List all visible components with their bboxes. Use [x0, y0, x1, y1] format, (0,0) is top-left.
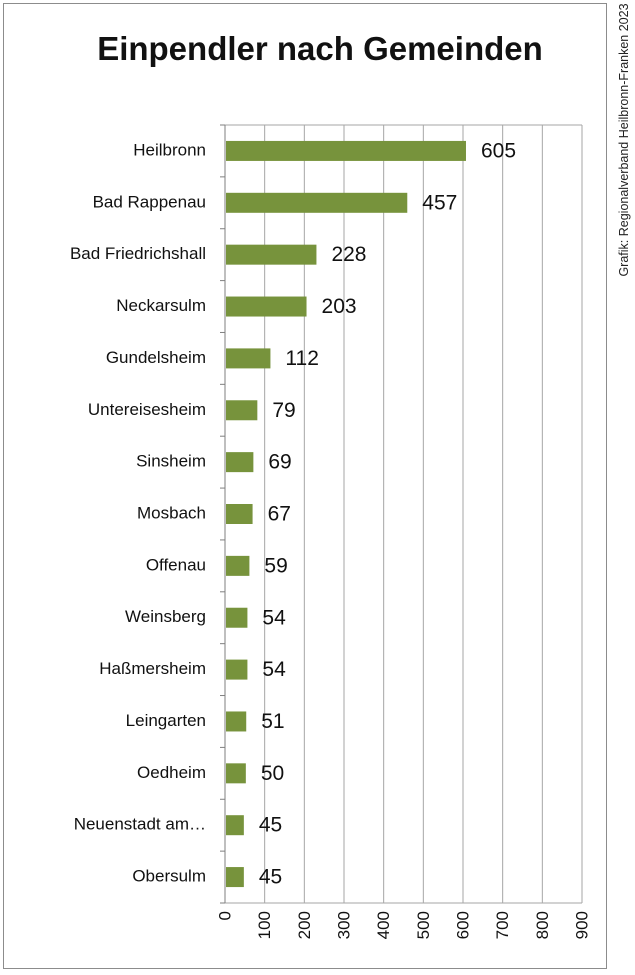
bar: [226, 400, 258, 421]
bar: [226, 452, 254, 473]
category-label: Untereisesheim: [88, 400, 206, 419]
data-label: 203: [322, 295, 357, 318]
data-label: 50: [261, 762, 284, 785]
x-tick-label: 400: [374, 911, 393, 939]
bar: [226, 296, 307, 317]
data-label: 228: [331, 243, 366, 266]
bar: [226, 763, 246, 784]
bar: [226, 244, 317, 265]
category-label: Weinsberg: [125, 607, 206, 626]
x-tick-label: 700: [493, 911, 512, 939]
data-label: 457: [422, 191, 457, 214]
bar: [226, 659, 248, 680]
bar: [226, 192, 408, 213]
data-label: 112: [285, 347, 318, 370]
data-label: 79: [272, 399, 295, 422]
data-label: 54: [262, 606, 286, 629]
x-tick-label: 0: [215, 911, 234, 920]
bar: [226, 140, 466, 161]
bar: [226, 348, 271, 369]
category-label: Haßmersheim: [99, 659, 206, 678]
x-tick-label: 600: [453, 911, 472, 939]
chart-title: Einpendler nach Gemeinden: [97, 30, 543, 67]
data-label: 69: [268, 451, 291, 474]
category-label: Sinsheim: [136, 452, 206, 471]
category-label: Gundelsheim: [106, 348, 206, 367]
x-tick-label: 500: [414, 911, 433, 939]
x-tick-label: 800: [533, 911, 552, 939]
labels-layer: 605 Heilbronn 457 Bad Rappenau 228 Bad Friedr…: [70, 139, 516, 888]
category-label: Leingarten: [126, 711, 206, 730]
category-label: Heilbronn: [133, 140, 206, 159]
category-label: Neckarsulm: [116, 296, 206, 315]
bar: [226, 867, 244, 888]
category-label: Oedheim: [137, 763, 206, 782]
grid-layer: [220, 124, 583, 904]
category-label: Obersulm: [132, 867, 206, 886]
bars-layer: [226, 140, 466, 888]
data-label: 605: [481, 139, 516, 162]
data-label: 59: [264, 554, 287, 577]
data-label: 54: [262, 658, 286, 681]
bar: [226, 555, 250, 576]
category-label: Offenau: [146, 555, 206, 574]
bar: [226, 815, 244, 836]
x-tick-label: 100: [255, 911, 274, 939]
category-label: Bad Friedrichshall: [70, 244, 206, 263]
category-label: Mosbach: [137, 503, 206, 522]
category-label: Bad Rappenau: [93, 192, 206, 211]
bar: [226, 607, 248, 628]
x-tick-label: 200: [295, 911, 314, 939]
bar: [226, 711, 247, 732]
ticks-layer: 0 100 200 300 400 500 600 700 800 900: [215, 911, 591, 939]
data-label: 51: [261, 710, 284, 733]
data-label: 67: [268, 503, 291, 526]
x-tick-label: 300: [334, 911, 353, 939]
category-label: Neuenstadt am…: [74, 815, 206, 834]
bar: [226, 504, 253, 524]
data-label: 45: [259, 814, 282, 837]
x-tick-label: 900: [572, 911, 591, 939]
data-label: 45: [259, 866, 282, 889]
chart-frame: [3, 3, 607, 969]
